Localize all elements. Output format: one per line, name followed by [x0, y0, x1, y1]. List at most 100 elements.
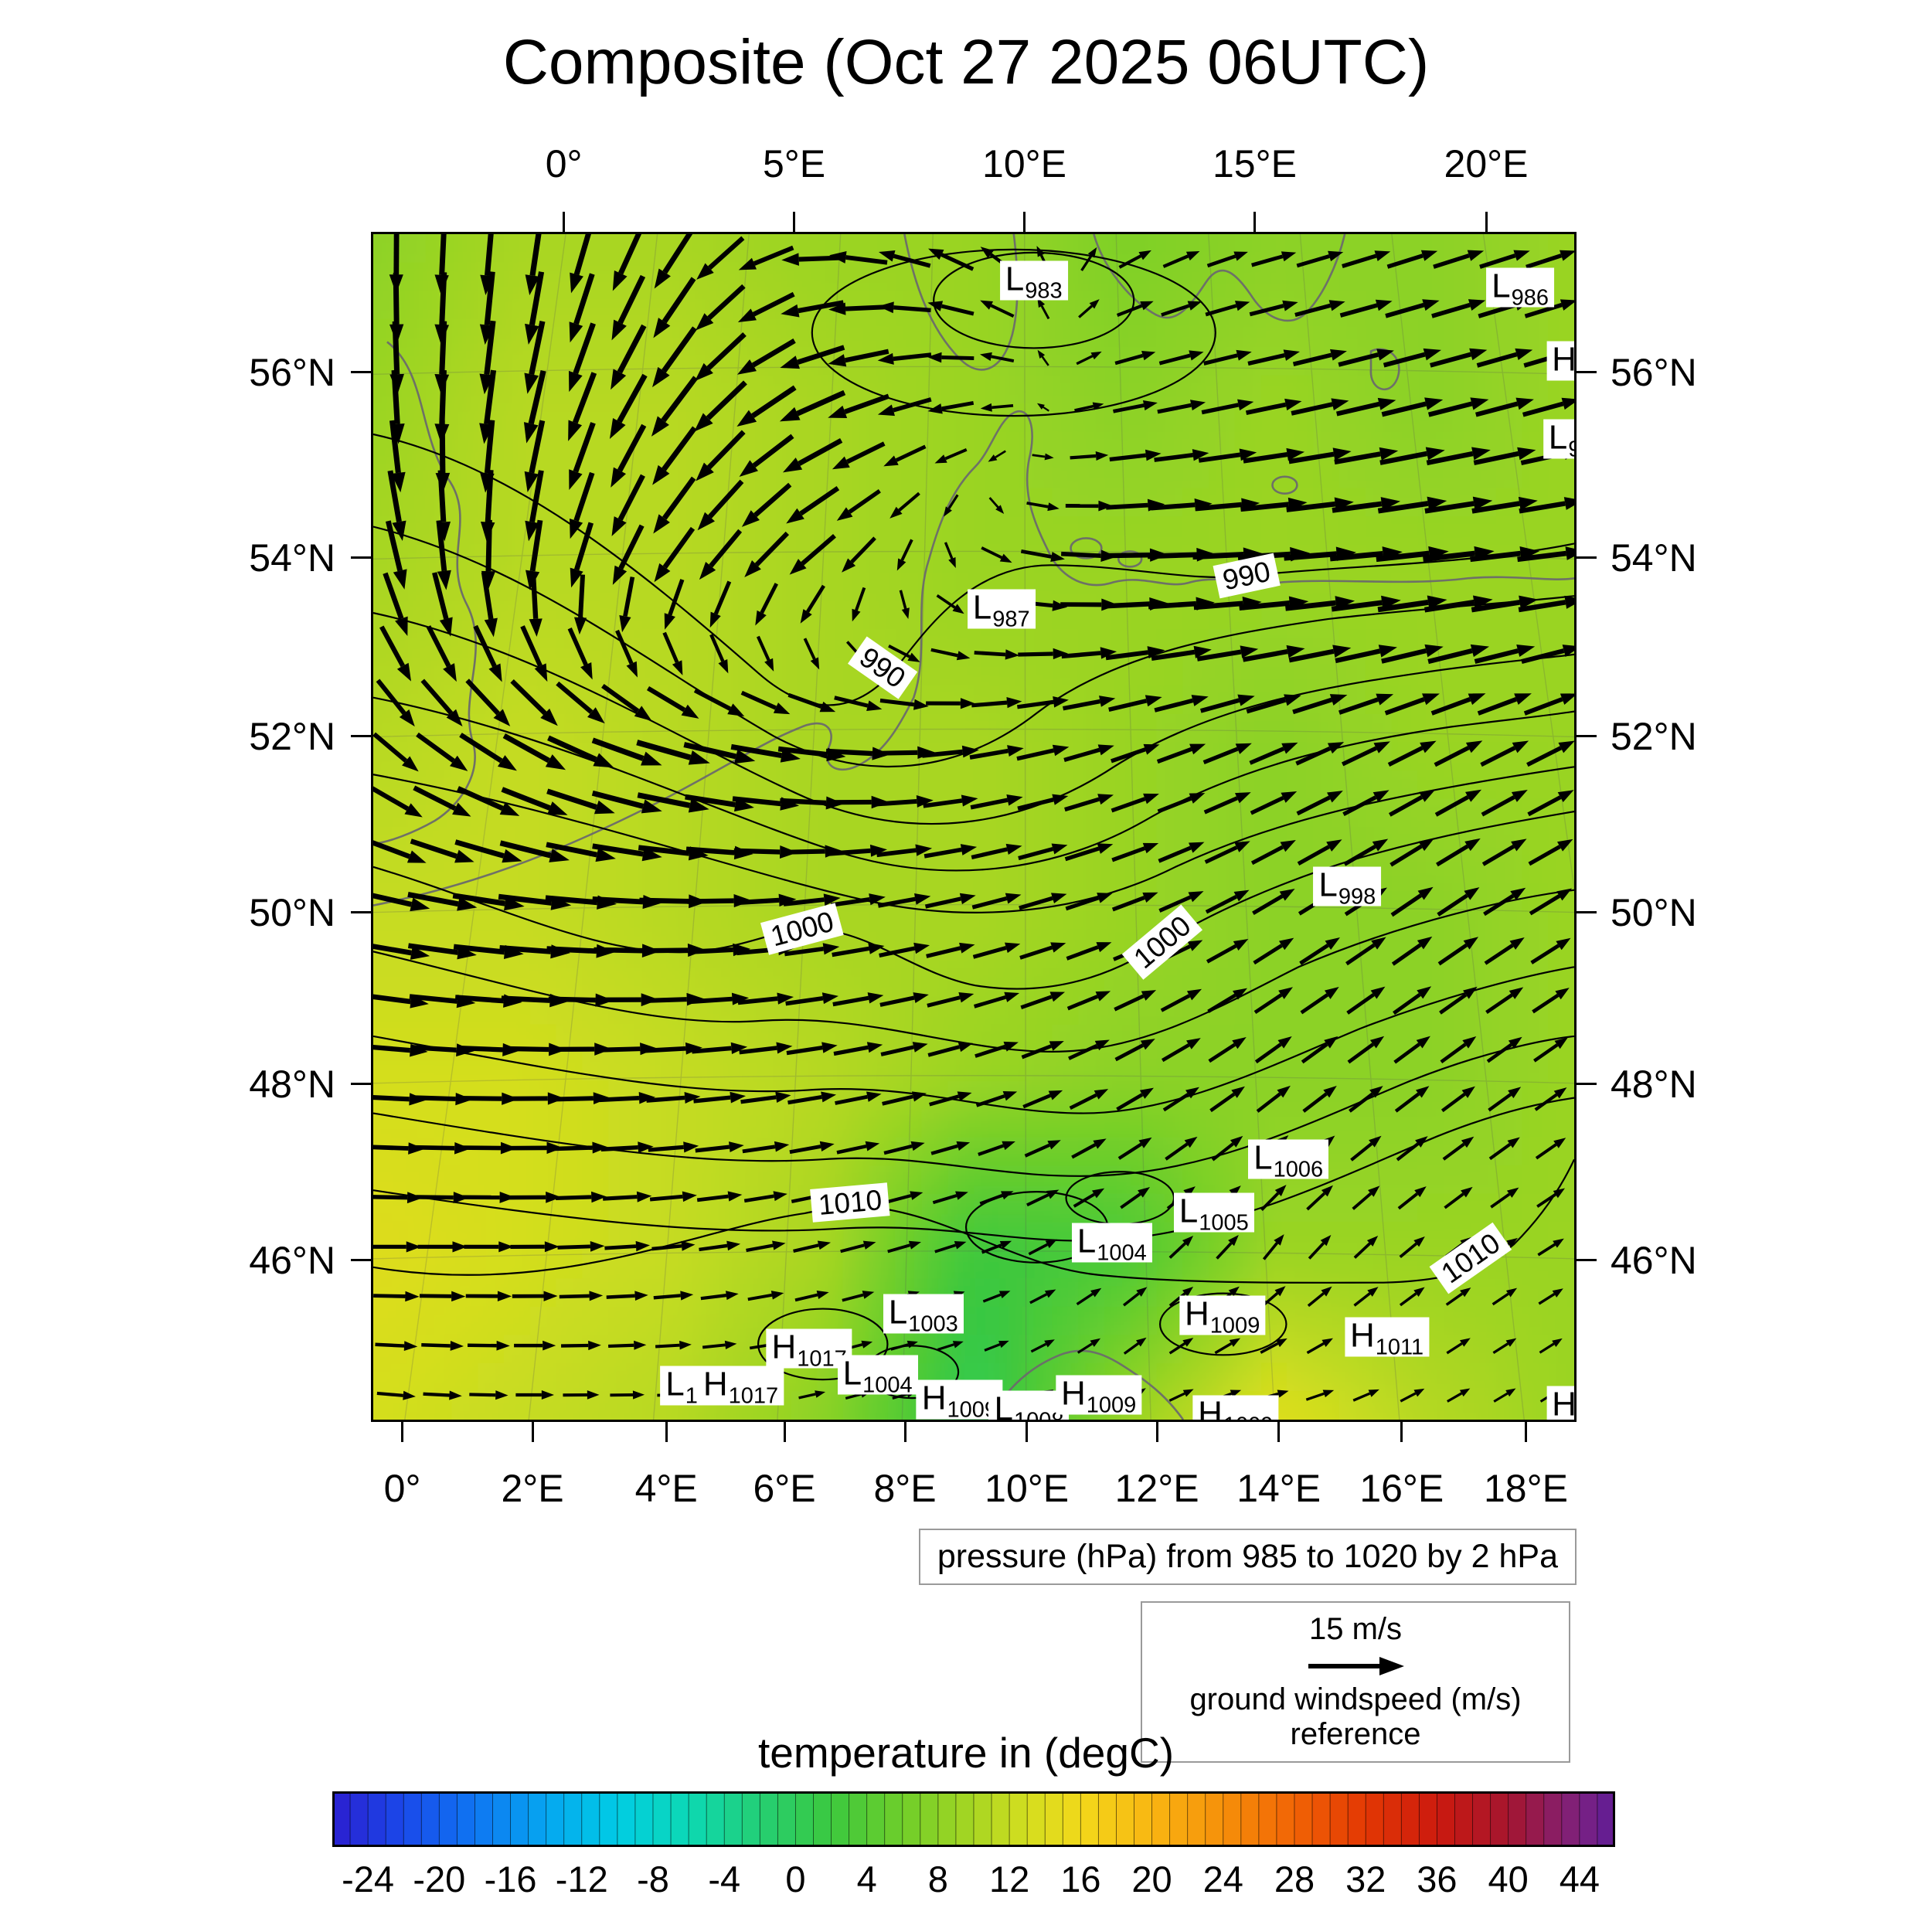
axis-tick-label: 54°N [249, 536, 335, 580]
axis-tick-label: 12°E [1114, 1467, 1199, 1510]
axis-tick-label: 50°N [249, 890, 335, 934]
axis-tick [1023, 212, 1026, 232]
pressure-center-label: H1009 [1179, 1295, 1266, 1337]
contour-value-label: 990 [847, 636, 917, 699]
colorbar-tick-label: 28 [1274, 1859, 1315, 1900]
colorbar-tick-label: 32 [1345, 1859, 1386, 1900]
colorbar-tick-label: -20 [413, 1859, 466, 1900]
pressure-center-label: L987 [967, 589, 1036, 631]
axis-tick [1253, 212, 1256, 232]
pressure-center-label: H [1546, 1386, 1574, 1420]
axis-tick [665, 1422, 668, 1442]
axis-tick-label: 18°E [1483, 1467, 1568, 1510]
axis-tick-label: 46°N [249, 1238, 335, 1282]
axis-tick-label: 50°N [1611, 890, 1697, 934]
pressure-center-label: H1011 [1344, 1317, 1430, 1359]
colorbar-tick-label: 24 [1202, 1859, 1243, 1900]
colorbar-tick-labels: -24 -20 -16 -12 -8 -4 0 4 8 12 16 20 24 28 32 36 40 44 [332, 1858, 1615, 1904]
axis-tick-label: 16°E [1359, 1467, 1444, 1510]
axis-tick [1026, 1422, 1029, 1442]
map-canvas [373, 234, 1574, 1420]
axis-tick-label: 48°N [249, 1062, 335, 1106]
axis-tick [1524, 1422, 1527, 1442]
axis-tick-label: 56°N [1611, 350, 1697, 394]
wind-arrows [373, 234, 1574, 1403]
axis-tick-label: 8°E [873, 1467, 937, 1510]
axis-tick [351, 1259, 371, 1262]
colorbar-tick-label: 36 [1417, 1859, 1458, 1900]
axis-tick [351, 1083, 371, 1086]
colorbar-tick-label: -24 [342, 1859, 395, 1900]
axis-tick-label: 5°E [762, 142, 826, 185]
pressure-center-label: H1009 [1055, 1375, 1142, 1417]
axis-tick [1277, 1422, 1281, 1442]
colorbar-tick-label: 0 [785, 1859, 806, 1900]
wind-reference-speed-label: 15 m/s [1308, 1612, 1403, 1646]
colorbar-tick-label: 20 [1131, 1859, 1172, 1900]
contour-value-label: 1010 [1429, 1222, 1512, 1294]
colorbar-tick-label: 8 [927, 1859, 948, 1900]
pressure-center-label: L983 [999, 260, 1068, 302]
axis-tick [1400, 1422, 1403, 1442]
axis-tick-label: 10°E [982, 142, 1066, 185]
axis-tick-label: 46°N [1611, 1238, 1697, 1282]
axis-tick [351, 911, 371, 914]
axis-tick-label: 15°E [1212, 142, 1297, 185]
pressure-center-label: L1003 [883, 1294, 964, 1335]
axis-tick [401, 1422, 404, 1442]
axis-tick-label: 0° [545, 142, 583, 185]
axis-tick [793, 212, 796, 232]
contour-value-label: 990 [1213, 553, 1281, 599]
axis-tick-label: 56°N [249, 350, 335, 394]
colorbar-tick-label: 12 [988, 1859, 1030, 1900]
pressure-label-overlay: L983 L986 H L9 L987 L998 L1006 L1005 L1004 L1003 H… [373, 234, 1574, 1420]
axis-tick-label: 6°E [753, 1467, 816, 1510]
colorbar-tick-label: 44 [1559, 1859, 1600, 1900]
pressure-center-label: H1009 [1192, 1395, 1279, 1420]
axis-tick [1577, 911, 1597, 914]
wind-reference-caption: ground windspeed (m/s) reference [1189, 1682, 1522, 1751]
pressure-center-label: L1006 [1248, 1139, 1329, 1181]
map-plot-area: L983 L986 H L9 L987 L998 L1006 L1005 L1004 L1003 H… [371, 232, 1577, 1422]
axis-tick [903, 1422, 906, 1442]
axis-tick [563, 212, 566, 232]
axis-tick [1485, 212, 1488, 232]
axis-tick-label: 52°N [249, 714, 335, 758]
axis-tick [1577, 371, 1597, 374]
colorbar-tick-label: -12 [555, 1859, 608, 1900]
axis-tick-label: 14°E [1236, 1467, 1321, 1510]
contour-value-label: 1010 [810, 1182, 890, 1223]
axis-tick-label: 2°E [501, 1467, 564, 1510]
pressure-center-label: L998 [1313, 866, 1382, 908]
colorbar-tick-label: -4 [708, 1859, 741, 1900]
axis-tick-label: 20°E [1444, 142, 1529, 185]
axis-tick [783, 1422, 786, 1442]
contour-value-label: 1000 [1121, 904, 1203, 980]
wind-reference-arrow-icon [1308, 1657, 1404, 1675]
axis-tick [1577, 735, 1597, 738]
axis-tick [531, 1422, 534, 1442]
colorbar-title: temperature in (degC) [757, 1729, 1175, 1777]
axis-tick-label: 10°E [985, 1467, 1070, 1510]
axis-tick [1155, 1422, 1158, 1442]
pressure-caption: pressure (hPa) from 985 to 1020 by 2 hPa [918, 1529, 1577, 1585]
pressure-center-label: L1005 [1173, 1192, 1254, 1234]
axis-tick [1577, 1083, 1597, 1086]
axis-tick [1577, 556, 1597, 560]
wind-reference-legend: 15 m/s ground windspeed (m/s) reference [1141, 1601, 1570, 1763]
axis-tick [351, 556, 371, 560]
axis-tick-label: 4°E [634, 1467, 698, 1510]
chart-title: Composite (Oct 27 2025 06UTC) [502, 27, 1430, 97]
pressure-center-label: H1009 [916, 1379, 1002, 1420]
axis-tick-label: 54°N [1611, 536, 1697, 580]
pressure-center-label: L9 [1543, 419, 1574, 461]
contour-value-label: 1000 [760, 903, 844, 955]
pressure-center-label: H1017 [697, 1366, 784, 1407]
axis-tick [351, 735, 371, 738]
pressure-center-label: L986 [1486, 267, 1554, 309]
axis-tick [1577, 1259, 1597, 1262]
colorbar-tick-label: 16 [1060, 1859, 1101, 1900]
axis-tick-label: 0° [383, 1467, 421, 1510]
pressure-center-label: L1004 [837, 1355, 918, 1396]
